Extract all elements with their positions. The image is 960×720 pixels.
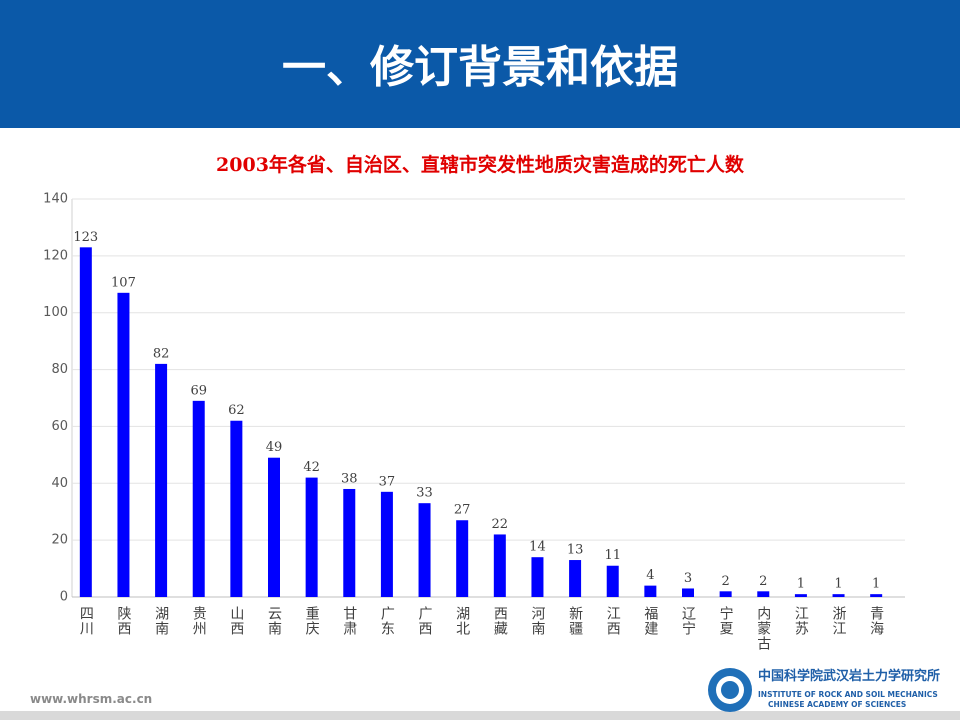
x-tick-label: 甘肃 [341,606,357,636]
bar [832,594,845,597]
x-tick-label: 湖北 [454,606,470,636]
data-label: 4 [646,568,654,583]
org-name: 中国科学院武汉岩土力学研究所 [758,668,940,684]
x-tick-label: 重庆 [304,606,320,636]
x-tick-label: 宁夏 [718,605,734,636]
data-label: 2 [721,574,729,589]
data-label: 42 [303,460,320,475]
logo-icon [721,681,739,699]
x-tick-label: 陕西 [115,606,131,636]
bar [606,565,619,597]
bar [870,594,883,597]
data-label: 1 [797,577,805,592]
data-label: 13 [567,543,584,558]
x-tick-label: 河南 [529,606,545,636]
y-tick-label: 40 [51,476,68,491]
x-tick-label: 福建 [642,606,658,636]
bar [418,503,431,597]
data-label: 1 [834,577,842,592]
x-tick-label: 青海 [868,606,884,636]
x-tick-label: 辽宁 [680,606,696,636]
y-tick-label: 100 [43,305,68,320]
data-label: 123 [73,230,98,245]
bar [380,491,393,597]
y-tick-label: 140 [43,192,68,207]
x-tick-label: 内蒙古 [755,606,771,651]
data-label: 49 [266,440,283,455]
bar [117,292,130,597]
x-tick-label: 山西 [228,606,244,636]
data-label: 1 [872,577,880,592]
x-tick-label: 新疆 [567,606,583,636]
bar [456,520,469,597]
data-label: 33 [416,486,433,501]
bar [155,363,168,597]
data-label: 2 [759,574,767,589]
data-label: 3 [684,571,692,586]
x-tick-label: 广东 [379,606,395,636]
x-tick-label: 贵州 [191,606,207,636]
footer-band [0,711,960,720]
x-tick-label: 四川 [78,606,94,636]
data-label: 62 [228,403,245,418]
slide-title: 一、修订背景和依据 [282,42,678,93]
data-label: 14 [529,540,546,555]
footer-url: www.whrsm.ac.cn [30,692,152,706]
y-tick-label: 60 [51,419,68,434]
data-label: 37 [379,474,396,489]
header-band [0,0,960,128]
x-tick-label: 浙江 [831,606,847,636]
bar [493,534,506,597]
bar [230,420,243,597]
data-label: 82 [153,346,170,361]
data-label: 38 [341,471,358,486]
x-tick-label: 江苏 [793,606,809,636]
data-label: 22 [492,517,509,532]
bar [682,588,694,597]
x-tick-label: 江西 [605,606,621,636]
chart-title: 2003年各省、自治区、直辖市突发性地质灾害造成的死亡人数 [216,153,745,176]
x-tick-label: 西藏 [492,606,508,636]
y-tick-label: 20 [51,533,68,548]
data-label: 11 [604,548,621,563]
org-name-en: INSTITUTE OF ROCK AND SOIL MECHANICS [758,690,938,699]
data-label: 107 [111,275,136,290]
bar [569,560,582,597]
bar [719,591,732,597]
x-tick-label: 云南 [266,606,282,636]
logo: 中国科学院武汉岩土力学研究所 INSTITUTE OF ROCK AND SOI… [708,668,940,712]
bar [644,585,657,597]
bar [531,557,544,597]
y-tick-label: 80 [51,362,68,377]
y-tick-label: 120 [43,248,68,263]
bar [757,591,770,597]
bar [192,400,205,597]
org-name-en: CHINESE ACADEMY OF SCIENCES [768,700,906,709]
x-tick-label: 广西 [417,606,433,636]
y-tick-label: 0 [60,590,68,605]
data-label: 27 [454,503,471,518]
bar [794,594,807,597]
bar [343,488,356,597]
data-label: 69 [190,383,207,398]
bar [79,247,92,598]
bar [268,457,280,597]
x-tick-label: 湖南 [153,606,169,636]
bar [305,477,318,597]
